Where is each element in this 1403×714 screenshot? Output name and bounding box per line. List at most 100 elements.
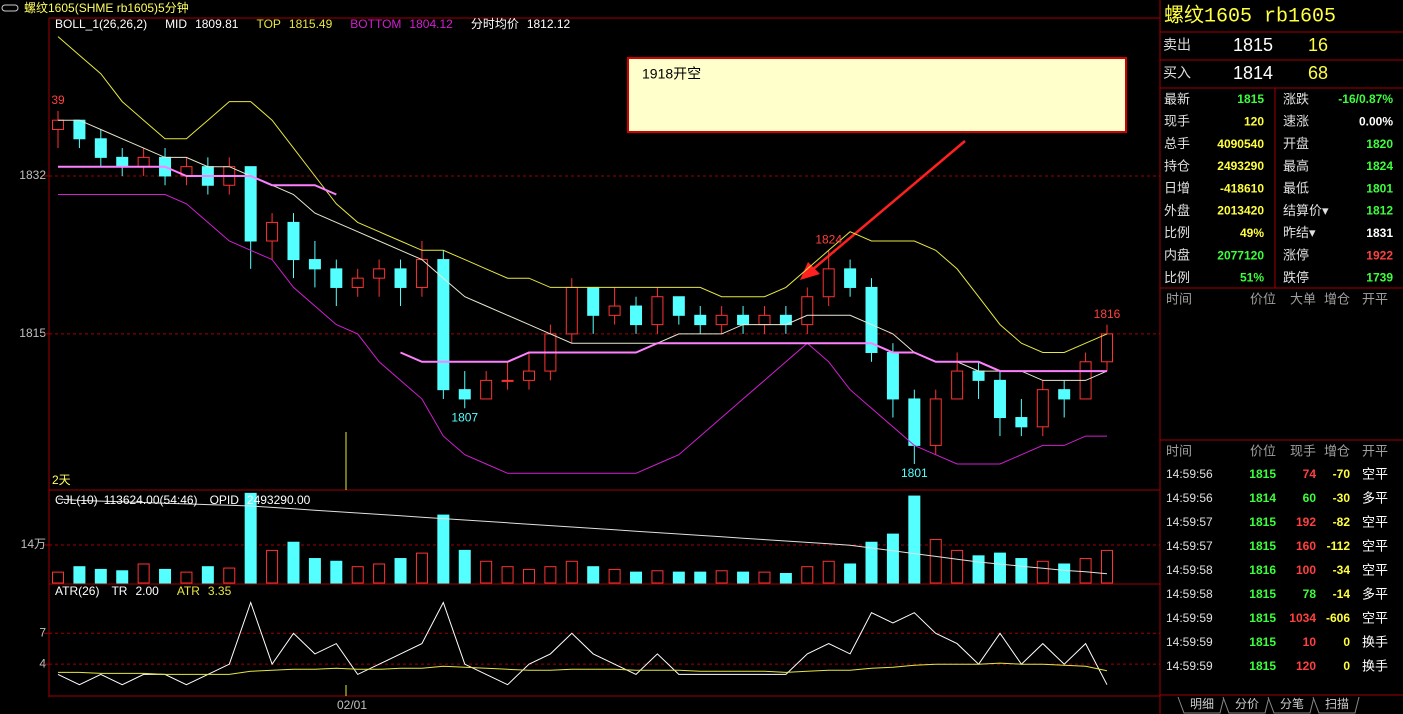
tick-time: 14:59:59	[1166, 635, 1213, 649]
stat-value: 1739	[1366, 271, 1393, 285]
stat-value: 1922	[1366, 248, 1393, 262]
tick-type: 换手	[1362, 634, 1388, 649]
volume-bar	[415, 552, 428, 584]
tab-label[interactable]: 扫描	[1325, 697, 1349, 711]
stat-label: 结算价▾	[1283, 203, 1329, 218]
stat-label: 最高	[1283, 158, 1309, 173]
table-header: 开平	[1362, 291, 1388, 306]
stat-label: 涨跌	[1283, 91, 1309, 106]
tick-type: 空平	[1362, 610, 1388, 625]
candle-body	[972, 370, 985, 381]
tab[interactable]	[1222, 696, 1270, 714]
candle-body	[844, 268, 857, 288]
book-volume: 68	[1308, 63, 1328, 83]
volume-bar	[137, 563, 150, 584]
stat-label: 现手	[1164, 114, 1190, 129]
candle-body	[351, 277, 364, 288]
tick-change: -70	[1333, 467, 1351, 481]
chart-title: 螺纹1605(SHME rb1605)5分钟	[24, 0, 189, 15]
window-icon[interactable]	[1, 4, 19, 12]
stat-label: 跌停	[1283, 270, 1309, 285]
tick-price: 1815	[1249, 587, 1276, 601]
volume-bar	[437, 514, 450, 584]
annotation-box[interactable]	[627, 57, 1127, 133]
volume-bar	[822, 560, 835, 584]
candle-body	[116, 156, 129, 168]
tick-time: 14:59:56	[1166, 491, 1213, 505]
table-header: 价位	[1250, 443, 1276, 458]
tick-volume: 60	[1303, 491, 1317, 505]
volume-bar	[715, 570, 728, 584]
tick-volume: 192	[1296, 515, 1316, 529]
book-label: 卖出	[1163, 37, 1191, 53]
tab-label[interactable]: 分笔	[1280, 696, 1304, 711]
candle-body	[694, 314, 707, 326]
table-header: 现手	[1290, 443, 1316, 458]
header-text: TR	[111, 584, 127, 598]
volume-bar	[373, 563, 386, 584]
header-text: MID	[165, 17, 187, 31]
volume-bar	[116, 570, 129, 584]
candle-body	[608, 305, 621, 316]
stat-value: -418610	[1220, 181, 1264, 195]
volume-bar	[972, 555, 985, 584]
tab-label[interactable]: 分价	[1235, 697, 1259, 711]
candle-body	[587, 286, 600, 316]
book-label: 买入	[1163, 65, 1191, 81]
tick-volume: 100	[1296, 563, 1316, 577]
volume-bar	[694, 571, 707, 584]
book-price: 1815	[1233, 35, 1273, 55]
tick-type: 多平	[1362, 490, 1388, 505]
stat-value: 1812	[1366, 204, 1393, 218]
volume-bar	[266, 549, 279, 584]
tab[interactable]	[1177, 696, 1225, 714]
volume-bar	[223, 567, 236, 584]
tick-time: 14:59:57	[1166, 539, 1213, 553]
candle-body	[501, 379, 514, 382]
volume-bar	[565, 560, 578, 584]
tick-time: 14:59:58	[1166, 563, 1213, 577]
volume-bar	[501, 566, 514, 584]
atr-line	[57, 600, 1108, 686]
tick-price: 1816	[1249, 563, 1276, 577]
tab-label[interactable]: 明细	[1190, 697, 1214, 711]
date-label: 02/01	[337, 698, 367, 712]
low-label: 1801	[901, 466, 928, 480]
candle-body	[651, 296, 664, 326]
volume-bar	[672, 571, 685, 584]
stat-value: 2013420	[1217, 204, 1264, 218]
volume-bar	[1079, 558, 1092, 584]
volume-bar	[458, 549, 471, 584]
volume-bar	[779, 572, 792, 584]
candle-body	[929, 398, 942, 446]
tick-volume: 1034	[1289, 611, 1316, 625]
high-label: 1824	[815, 232, 842, 246]
header-text: 3.35	[208, 584, 232, 598]
tab[interactable]	[1312, 696, 1360, 714]
stat-value: 49%	[1240, 226, 1264, 240]
candle-body	[522, 370, 535, 381]
header-text: ATR(26)	[55, 584, 99, 598]
table-header: 时间	[1166, 291, 1192, 306]
tick-volume: 120	[1296, 659, 1316, 673]
header-text: 1804.12	[409, 17, 453, 31]
volume-bar	[865, 541, 878, 584]
header-text: (54:46)	[160, 493, 198, 507]
header-text: 2493290.00	[247, 493, 311, 507]
volume-bar	[394, 558, 407, 584]
tick-type: 空平	[1362, 514, 1388, 529]
tab[interactable]	[1267, 696, 1315, 714]
volume-bar	[929, 539, 942, 584]
tick-volume: 78	[1303, 587, 1317, 601]
indicator-line	[58, 165, 1107, 373]
stat-label: 比例	[1164, 225, 1190, 240]
header-text: 1812.12	[527, 17, 571, 31]
volume-bar	[201, 566, 214, 584]
tick-time: 14:59:59	[1166, 611, 1213, 625]
header-text: 1815.49	[289, 17, 333, 31]
tick-type: 空平	[1362, 466, 1388, 481]
stat-value: 4090540	[1217, 137, 1264, 151]
volume-bar	[1036, 560, 1049, 584]
volume-bar	[608, 568, 621, 584]
